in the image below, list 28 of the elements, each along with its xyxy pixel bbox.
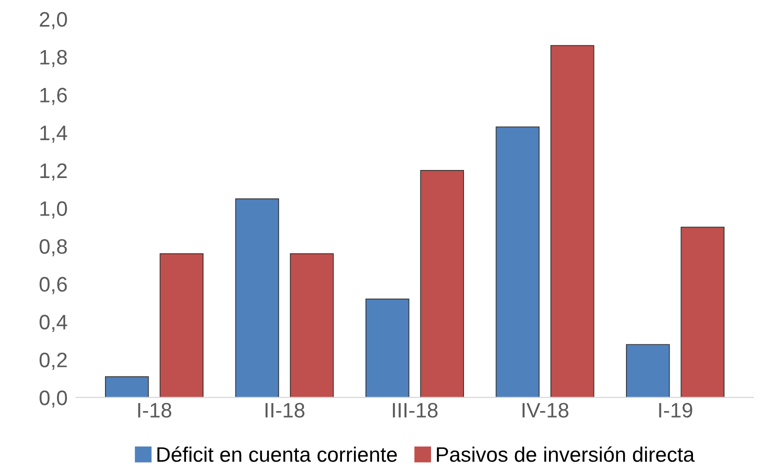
y-tick-label: 1,2: [40, 163, 67, 181]
legend-label: Pasivos de inversión directa: [436, 446, 695, 462]
y-tick-label: 2,0: [40, 12, 67, 30]
y-tick-label: 0,2: [40, 352, 67, 370]
x-tick-label: IV-18: [522, 402, 568, 418]
x-tick-label: II-18: [266, 402, 304, 418]
x-tick-label: I-18: [138, 402, 172, 418]
y-tick-label: 1,0: [40, 201, 67, 218]
legend-label: Déficit en cuenta corriente: [157, 446, 397, 462]
y-tick-label: 1,4: [40, 126, 68, 143]
y-tick-label: 1,8: [40, 50, 67, 68]
x-tick-label: I-19: [659, 402, 692, 418]
bar: [626, 344, 670, 398]
bar: [550, 45, 594, 398]
bar: [420, 170, 464, 398]
bar: [290, 253, 334, 398]
y-tick-label: 0,8: [40, 239, 67, 256]
bar: [235, 198, 280, 398]
bar: [365, 298, 410, 398]
bar: [160, 253, 204, 398]
bar: [104, 376, 149, 398]
y-tick-label: 0,6: [40, 276, 67, 294]
bar: [496, 126, 540, 398]
y-tick-label: 0,0: [40, 390, 67, 408]
bar: [680, 226, 725, 398]
x-tick-label: III-18: [392, 402, 438, 418]
y-tick-label: 1,6: [40, 88, 67, 105]
y-tick-label: 0,4: [40, 314, 68, 332]
